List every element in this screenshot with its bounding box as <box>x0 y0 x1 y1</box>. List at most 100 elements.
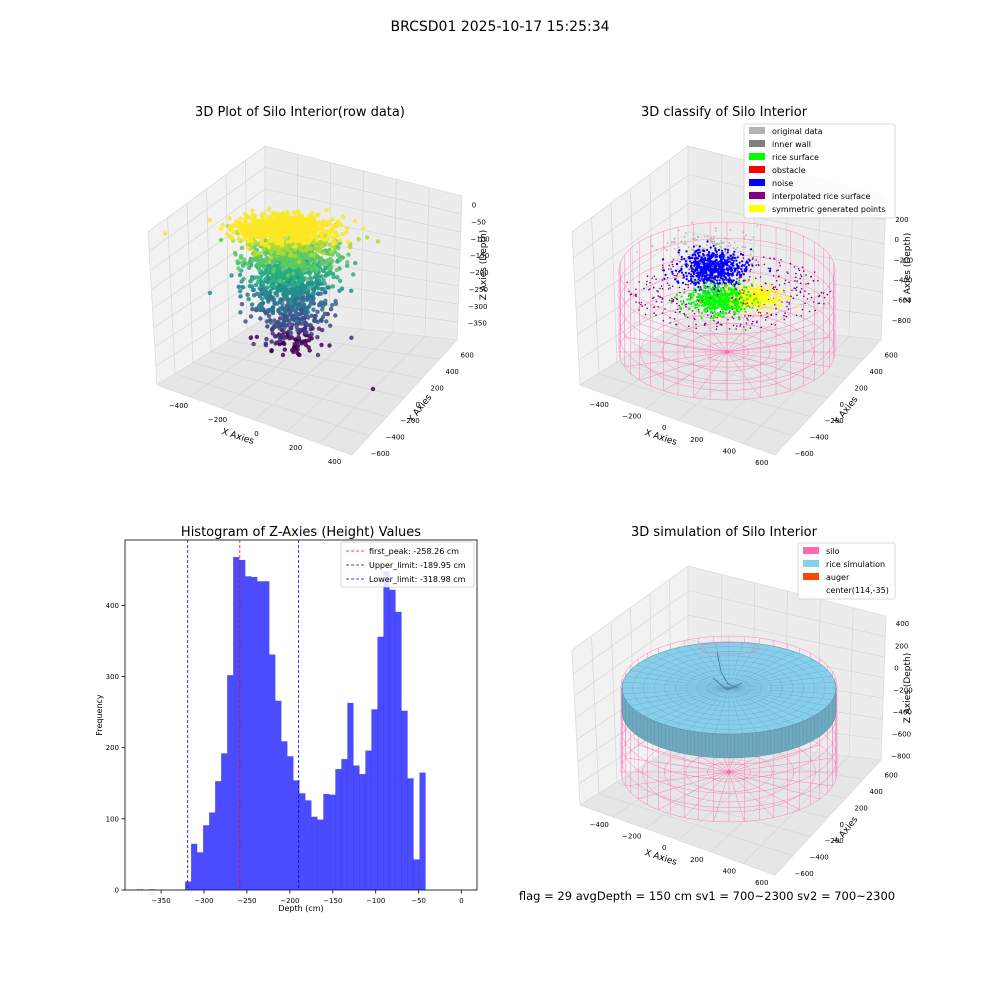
scatter-point <box>250 284 255 289</box>
scatter-point <box>737 292 740 295</box>
scatter-point <box>728 242 731 244</box>
legend-swatch <box>803 547 819 554</box>
scatter-point <box>666 277 669 279</box>
scatter-point <box>749 239 752 242</box>
scatter-point <box>724 256 727 259</box>
scatter-point <box>780 303 783 306</box>
scatter-point <box>767 315 769 318</box>
scatter-point <box>739 283 742 286</box>
scatter-point <box>264 319 270 324</box>
scatter-point <box>680 255 683 259</box>
scatter-point <box>680 240 683 243</box>
scatter-point <box>701 263 703 265</box>
scatter-point <box>732 259 736 262</box>
scatter-point <box>713 279 716 282</box>
scatter-point <box>699 279 702 282</box>
gridline <box>167 217 176 374</box>
scatter-point <box>291 349 296 355</box>
scatter-point <box>772 275 775 277</box>
scatter-point <box>294 324 299 330</box>
scatter-point <box>797 304 800 307</box>
scatter-point <box>243 319 248 324</box>
scatter-point <box>689 260 692 263</box>
scatter-point <box>317 275 323 280</box>
scatter-point <box>719 277 723 280</box>
scatter-point <box>714 307 717 310</box>
scatter-point <box>678 270 681 273</box>
scatter-point <box>696 296 699 299</box>
scatter-point <box>720 242 723 244</box>
scatter-point <box>729 229 732 231</box>
scatter-point <box>705 307 708 310</box>
scatter-point <box>769 307 772 310</box>
scatter-point <box>304 297 309 302</box>
scatter-point <box>309 332 314 337</box>
scatter-point <box>673 274 675 277</box>
scatter-point <box>723 258 726 262</box>
scatter-point <box>673 247 676 250</box>
scatter-point <box>764 300 767 303</box>
scatter-point <box>749 305 752 308</box>
scatter-point <box>288 330 294 336</box>
scatter-point <box>293 253 298 259</box>
scatter-point <box>674 311 677 314</box>
scatter-point <box>775 307 777 310</box>
scatter-point <box>662 267 664 269</box>
scatter-point <box>693 238 696 241</box>
scatter-point <box>269 231 274 236</box>
scatter-point <box>766 296 769 299</box>
scatter-point <box>731 300 734 304</box>
scatter-point <box>245 245 251 251</box>
scatter-point <box>684 232 687 234</box>
scatter-point <box>741 270 744 273</box>
scatter-point <box>255 275 260 280</box>
legend-swatch <box>749 166 765 173</box>
scatter-point <box>747 264 751 267</box>
scatter-point <box>760 326 762 329</box>
scatter-point <box>685 250 688 253</box>
histogram-bar <box>227 675 234 890</box>
scatter-point <box>715 227 717 230</box>
scatter-point <box>696 303 699 306</box>
scatter-point <box>756 286 759 289</box>
scatter-point <box>671 297 673 300</box>
scatter-point <box>728 282 731 285</box>
scatter-point <box>660 285 663 287</box>
scatter-point <box>655 248 658 251</box>
histogram-bars <box>137 557 426 890</box>
scatter-point <box>743 307 746 311</box>
scatter-point <box>290 271 296 276</box>
scatter-point <box>263 293 268 299</box>
scatter-point <box>717 248 721 252</box>
scatter-point <box>692 249 694 252</box>
scatter-point <box>662 269 666 272</box>
scatter-point <box>749 270 751 273</box>
scatter-point <box>257 286 262 291</box>
scatter-point <box>257 259 262 265</box>
scatter-point <box>731 316 733 318</box>
scatter-point <box>751 288 754 291</box>
scatter-point <box>313 259 318 264</box>
y-tick-label: 200 <box>855 384 868 392</box>
scatter-point <box>735 282 738 285</box>
scatter-point <box>669 317 671 319</box>
scatter-point <box>300 296 305 301</box>
scatter-point <box>786 298 789 301</box>
scatter-point <box>724 248 727 251</box>
scatter-point <box>267 308 272 313</box>
scatter-point <box>677 246 680 249</box>
scatter-point <box>661 279 663 281</box>
scatter-point <box>331 271 336 277</box>
scatter-point <box>301 268 306 273</box>
y-tick-label: 600 <box>885 352 898 360</box>
scatter-point <box>691 310 694 312</box>
scatter-point <box>805 274 807 276</box>
scatter-point <box>729 307 732 310</box>
scatter-point <box>725 284 728 287</box>
scatter-point <box>769 267 772 270</box>
scatter-point <box>725 350 729 354</box>
scatter-point <box>768 270 772 273</box>
scatter-point <box>296 334 301 340</box>
scatter-point <box>746 317 748 320</box>
scatter-point <box>742 257 745 259</box>
